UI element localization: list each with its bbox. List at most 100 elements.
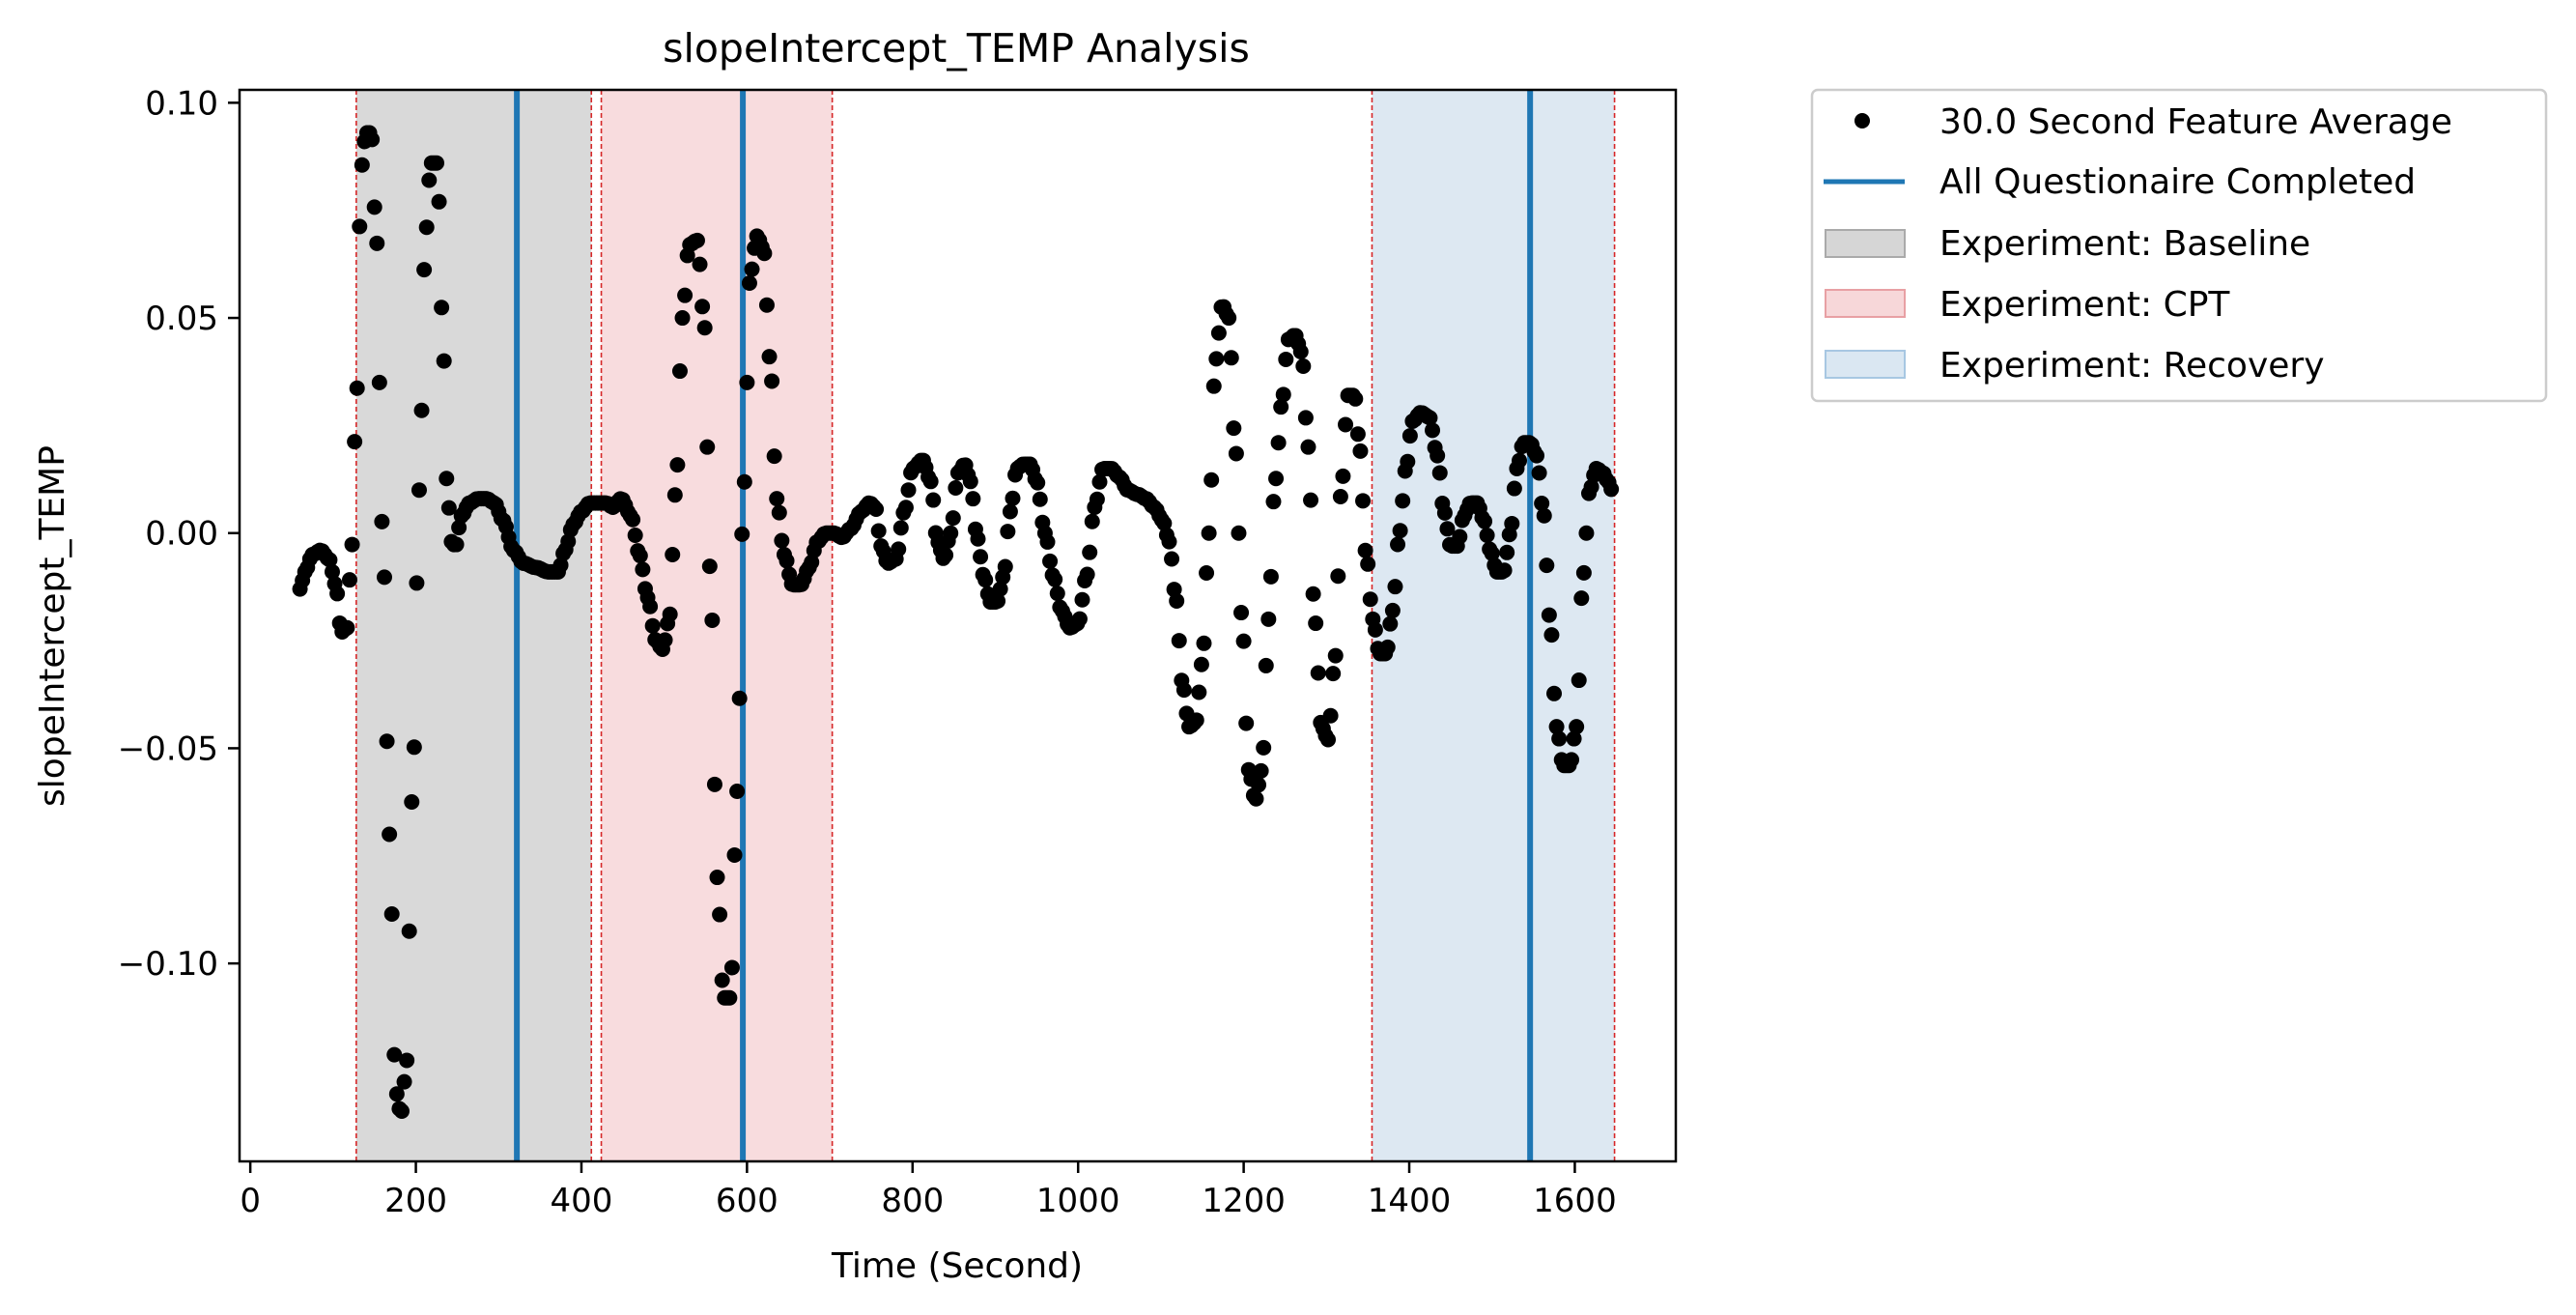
data-point: [712, 906, 728, 923]
data-point: [1571, 672, 1587, 689]
vline-layer: [514, 90, 1534, 1161]
data-point: [734, 526, 750, 542]
data-point: [1208, 351, 1225, 367]
data-point: [1452, 529, 1468, 545]
legend-label-cpt: Experiment: CPT: [1939, 285, 2230, 325]
data-point: [1079, 566, 1095, 583]
data-point: [1325, 666, 1342, 682]
data-point: [1548, 719, 1565, 735]
data-point: [1221, 310, 1237, 327]
data-point: [1089, 491, 1105, 507]
data-point: [1499, 544, 1515, 560]
data-point: [1256, 739, 1272, 756]
data-point: [731, 690, 748, 706]
data-point: [1039, 533, 1056, 550]
data-point: [1248, 790, 1264, 807]
data-point: [699, 439, 716, 455]
data-point: [868, 501, 885, 517]
data-point: [774, 532, 790, 549]
data-point: [1484, 545, 1500, 561]
x-tick-label: 1200: [1202, 1182, 1286, 1220]
data-point: [409, 575, 425, 591]
data-point: [701, 558, 718, 575]
legend-marker-feature-average: [1854, 113, 1870, 129]
data-point: [764, 373, 780, 389]
data-point: [1477, 513, 1493, 529]
y-tick-label: 0.05: [145, 300, 218, 338]
data-point: [451, 520, 467, 536]
data-point: [1265, 494, 1282, 510]
y-tick-label: 0.00: [145, 515, 218, 554]
span-recovery: [1372, 90, 1615, 1161]
data-point: [897, 500, 914, 516]
data-point: [1384, 602, 1401, 618]
data-point: [1251, 777, 1267, 793]
data-point: [1362, 591, 1378, 608]
data-point: [766, 448, 782, 465]
data-point: [1188, 712, 1204, 729]
points-layer: [292, 125, 1620, 1120]
data-point: [635, 561, 651, 578]
data-point: [657, 632, 673, 648]
data-point: [339, 619, 355, 636]
data-point: [1479, 527, 1495, 543]
data-point: [366, 199, 382, 215]
data-point: [666, 487, 683, 503]
data-point: [1235, 633, 1252, 649]
data-point: [341, 572, 357, 588]
data-point: [1308, 615, 1324, 632]
data-point: [1379, 639, 1396, 655]
data-point: [1042, 553, 1059, 569]
data-point: [347, 434, 363, 450]
data-point: [1349, 426, 1366, 443]
data-point: [1569, 719, 1585, 735]
data-point: [374, 513, 390, 529]
data-point: [1005, 490, 1021, 506]
data-point: [870, 523, 887, 539]
data-point: [1193, 656, 1209, 672]
chart-title: slopeIntercept_TEMP Analysis: [663, 25, 1250, 71]
data-point: [1300, 439, 1316, 455]
data-point: [965, 491, 981, 507]
data-point: [892, 520, 909, 536]
y-tick-label: 0.10: [145, 84, 218, 123]
data-point: [644, 617, 661, 634]
data-point: [1360, 556, 1376, 572]
data-point: [1431, 465, 1448, 481]
data-point: [1512, 452, 1528, 469]
plot-frame: [238, 88, 1678, 1163]
data-point: [1275, 386, 1291, 403]
data-point: [1156, 515, 1173, 531]
data-point: [1205, 378, 1222, 394]
y-axis: 0.10 0.05 0.00 −0.05 −0.10: [118, 84, 240, 984]
data-point: [1201, 525, 1217, 541]
data-point: [1273, 399, 1289, 415]
x-tick-label: 200: [384, 1182, 447, 1220]
data-point: [386, 1046, 403, 1063]
data-point: [1578, 525, 1595, 541]
data-point: [329, 586, 346, 602]
data-point: [352, 218, 368, 235]
data-point: [560, 533, 577, 550]
y-tick-label: −0.10: [118, 945, 218, 984]
data-point: [383, 905, 400, 922]
data-point: [428, 155, 444, 171]
data-point: [726, 846, 743, 863]
data-point: [1566, 730, 1582, 747]
data-point: [399, 1052, 415, 1069]
data-point: [771, 504, 787, 521]
data-point: [1233, 605, 1250, 621]
data-point: [1199, 564, 1215, 581]
x-tick-label: 400: [551, 1182, 613, 1220]
x-tick-label: 800: [881, 1182, 944, 1220]
data-point: [769, 491, 785, 507]
data-point: [925, 492, 942, 508]
data-point: [973, 549, 989, 565]
data-point: [1203, 472, 1220, 488]
data-point: [354, 157, 370, 173]
data-point: [1367, 621, 1383, 638]
data-point: [945, 510, 961, 527]
data-point: [1539, 557, 1555, 574]
data-point: [552, 557, 569, 573]
